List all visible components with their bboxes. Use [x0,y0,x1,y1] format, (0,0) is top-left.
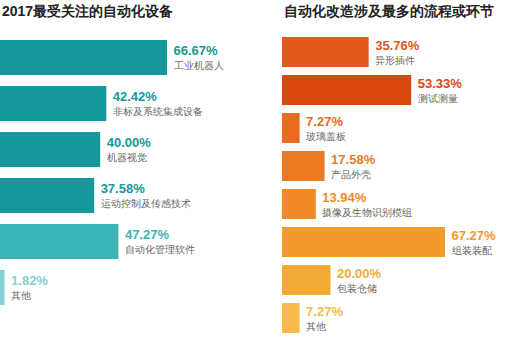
svg-text:组装装配: 组装装配 [452,245,492,256]
svg-text:67.27%: 67.27% [452,228,497,243]
svg-text:20.00%: 20.00% [337,266,382,281]
svg-text:47.27%: 47.27% [125,227,170,242]
svg-text:自动化管理软件: 自动化管理软件 [125,244,195,255]
svg-text:包装仓储: 包装仓储 [337,283,377,294]
svg-text:其他: 其他 [11,290,31,301]
svg-text:40.00%: 40.00% [107,135,152,150]
svg-text:玻璃盖板: 玻璃盖板 [306,131,346,142]
svg-text:工业机器人: 工业机器人 [174,60,224,71]
svg-text:66.67%: 66.67% [174,43,219,58]
svg-text:测试测量: 测试测量 [418,93,458,104]
svg-text:7.27%: 7.27% [306,114,343,129]
svg-text:37.58%: 37.58% [101,181,146,196]
svg-text:13.94%: 13.94% [322,190,367,205]
svg-text:7.27%: 7.27% [306,304,343,319]
svg-text:非标及系统集成设备: 非标及系统集成设备 [113,106,203,117]
svg-text:运动控制及传感技术: 运动控制及传感技术 [101,198,191,209]
svg-text:异形插件: 异形插件 [375,55,415,66]
svg-text:1.82%: 1.82% [11,273,48,288]
svg-text:17.58%: 17.58% [331,152,376,167]
svg-text:机器视觉: 机器视觉 [107,152,147,163]
svg-text:42.42%: 42.42% [113,89,158,104]
svg-text:其他: 其他 [306,321,326,332]
svg-text:摄像及生物识别模组: 摄像及生物识别模组 [322,207,412,218]
svg-text:产品外壳: 产品外壳 [331,169,371,180]
html-text:自动化改造涉及最多的流程或环节: 自动化改造涉及最多的流程或环节 [284,3,494,19]
svg-text:53.33%: 53.33% [418,76,463,91]
html-text:2017最受关注的自动化设备: 2017最受关注的自动化设备 [2,3,174,19]
svg-text:35.76%: 35.76% [375,38,420,53]
